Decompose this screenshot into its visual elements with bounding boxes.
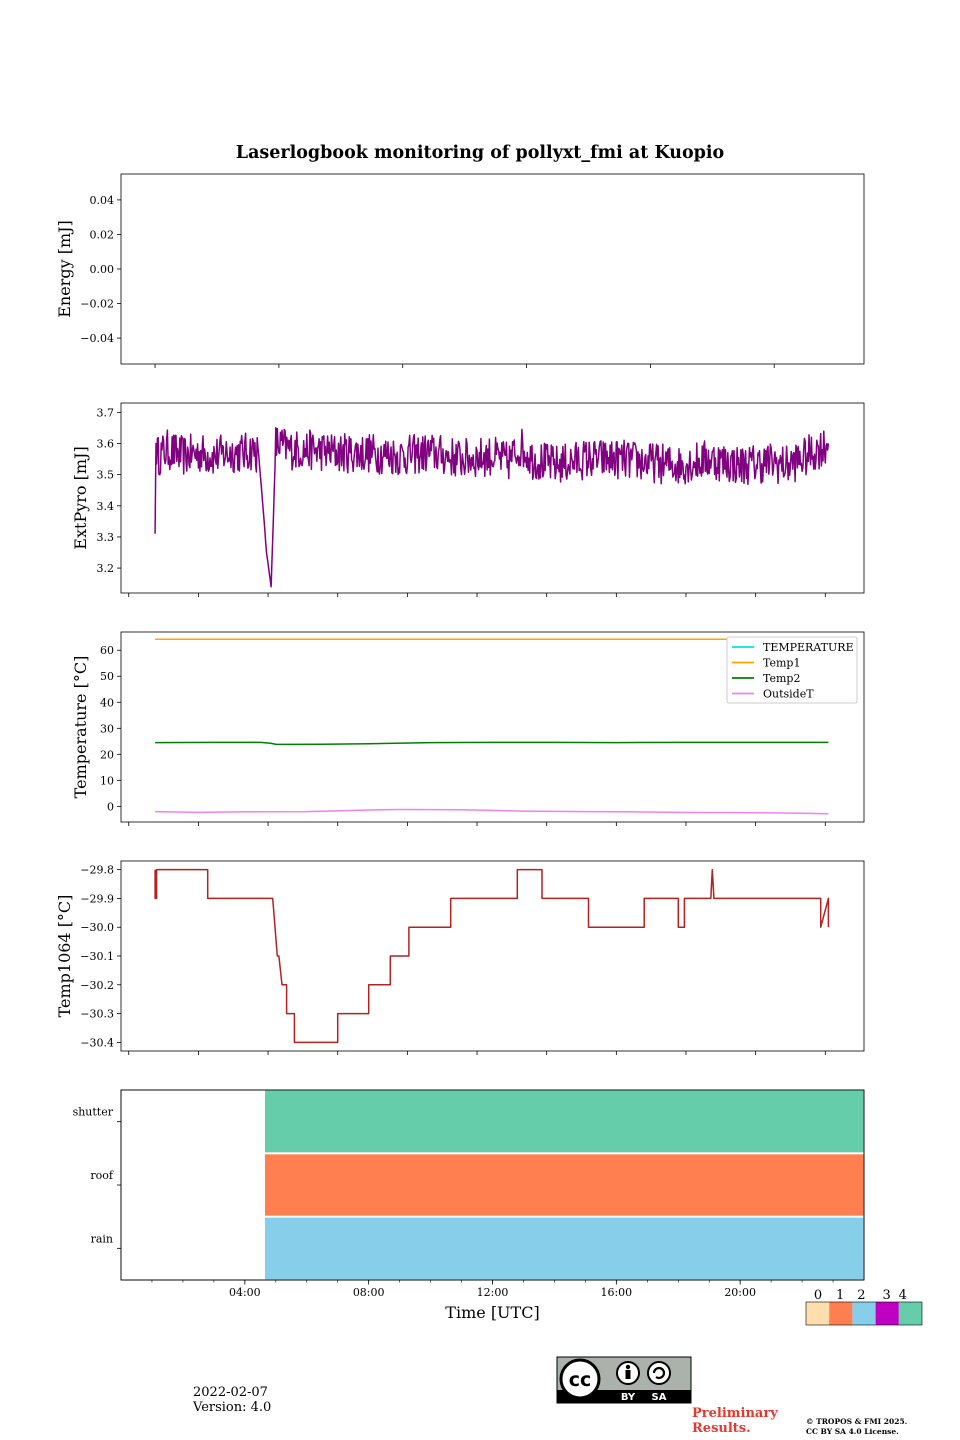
colorbar-cell [898, 1302, 922, 1325]
sa-label: SA [652, 1392, 667, 1403]
colorbar-cell [852, 1302, 876, 1325]
y-tick-label: 3.3 [97, 531, 115, 544]
y-tick-label: 30 [100, 722, 114, 735]
y-axis-label: Energy [mJ] [55, 220, 74, 318]
legend-label: Temp1 [763, 657, 800, 670]
by-label: BY [621, 1392, 636, 1403]
y-tick-label: −29.8 [80, 864, 114, 877]
x-tick-label: 12:00 [477, 1286, 509, 1299]
y-axis-label: Temperature [°C] [71, 656, 90, 799]
panel-energy: 0.04 0.02 0.00 −0.02 −0.04 Energy [mJ] [55, 173, 865, 368]
preliminary-note: Preliminary Results. [692, 1406, 778, 1436]
panel-frame [120, 173, 865, 365]
band-shutter [264, 1090, 864, 1153]
colorbar-tick-label: 3 [882, 1288, 890, 1303]
row-label-shutter: shutter [73, 1106, 114, 1119]
colorbar-cell [806, 1302, 830, 1325]
x-tick-label: 04:00 [229, 1286, 261, 1299]
copyright-note: © TROPOS & FMI 2025. CC BY SA 4.0 Licens… [806, 1417, 907, 1437]
band-rain [264, 1217, 864, 1280]
copyright-line2: CC BY SA 4.0 License. [806, 1427, 899, 1436]
by-person-body [625, 1370, 631, 1379]
colorbar-tick-label: 0 [814, 1288, 822, 1303]
y-tick-label: 50 [100, 670, 114, 683]
y-tick-label: 20 [100, 748, 114, 761]
y-tick-label: −29.9 [80, 892, 114, 905]
y-tick-label: 3.5 [97, 469, 115, 482]
y-tick-label: −30.2 [80, 979, 114, 992]
y-tick-label: 60 [100, 644, 114, 657]
series-line-extpyro [154, 427, 830, 588]
series-line-temp1064 [154, 868, 830, 1044]
series-line-outsidet [155, 808, 829, 815]
y-tick-label: −30.1 [80, 950, 114, 963]
y-tick-label: 0.02 [90, 228, 115, 241]
y-tick-label: 40 [100, 696, 114, 709]
colorbar-frame [805, 1301, 923, 1326]
cc-license-badge: cc BY SA [556, 1356, 692, 1404]
y-tick-label: 0 [107, 800, 114, 813]
y-tick-label: −0.04 [80, 332, 114, 345]
colorbar-cell [875, 1302, 899, 1325]
x-tick-label: 16:00 [600, 1286, 632, 1299]
y-tick-label: −30.4 [80, 1036, 114, 1049]
y-tick-label: 3.7 [97, 406, 115, 419]
y-tick-label: 10 [100, 774, 114, 787]
panel-extpyro: 3.7 3.6 3.5 3.4 3.3 3.2 ExtPyro [mJ] [71, 402, 865, 597]
legend-label: OutsideT [763, 688, 814, 701]
panel-frame [120, 860, 865, 1052]
preliminary-line2: Results. [692, 1421, 751, 1436]
panel-flags: shutter roof rain 04:00 08:00 12:00 16:00 20:00… [73, 1089, 865, 1322]
y-tick-label: 3.6 [97, 437, 115, 450]
y-tick-label: −30.3 [80, 1008, 114, 1021]
preliminary-line1: Preliminary [692, 1406, 778, 1421]
x-tick-label: 20:00 [724, 1286, 756, 1299]
chart-title: Laserlogbook monitoring of pollyxt_fmi a… [236, 143, 724, 163]
x-axis-label: Time [UTC] [445, 1303, 539, 1322]
sa-arrow-path [652, 1366, 666, 1380]
colorbar-tick-label: 2 [857, 1288, 865, 1303]
cc-circle-icon [559, 1358, 601, 1400]
panel-temperature: 60 50 40 30 20 10 0 Temperature [°C] TEMPERATURE… [71, 631, 865, 826]
by-person-head [625, 1364, 631, 1370]
date-label: 2022-02-07 [193, 1385, 268, 1400]
row-label-roof: roof [90, 1169, 114, 1182]
y-tick-label: −0.02 [80, 298, 114, 311]
panel-frame [120, 402, 865, 594]
panel-temp1064: −29.8 −29.9 −30.0 −30.1 −30.2 −30.3 −30.4 Temp1… [55, 860, 865, 1055]
y-tick-label: 0.00 [90, 263, 115, 276]
x-tick-label: 08:00 [353, 1286, 385, 1299]
cc-text: cc [569, 1369, 592, 1391]
colorbar-tick-label: 4 [899, 1288, 907, 1303]
y-axis-label: ExtPyro [mJ] [71, 446, 90, 549]
legend-label: Temp2 [763, 672, 800, 685]
y-axis-label: Temp1064 [°C] [55, 895, 74, 1018]
legend-label: TEMPERATURE [763, 641, 854, 654]
y-tick-label: 3.4 [97, 500, 115, 513]
series-line-temp2 [155, 741, 829, 746]
legend: TEMPERATURE Temp1 Temp2 OutsideT [726, 636, 858, 704]
y-tick-label: 0.04 [90, 194, 115, 207]
colorbar-tick-label: 1 [836, 1288, 844, 1303]
sa-arrow-icon [647, 1361, 671, 1385]
y-tick-label: 3.2 [97, 562, 115, 575]
copyright-line1: © TROPOS & FMI 2025. [806, 1417, 908, 1426]
row-label-rain: rain [91, 1232, 113, 1245]
band-roof [264, 1154, 864, 1216]
colorbar-cell [829, 1302, 853, 1325]
y-tick-label: −30.0 [80, 921, 114, 934]
legend-box [726, 636, 858, 704]
version-label: Version: 4.0 [193, 1400, 272, 1415]
